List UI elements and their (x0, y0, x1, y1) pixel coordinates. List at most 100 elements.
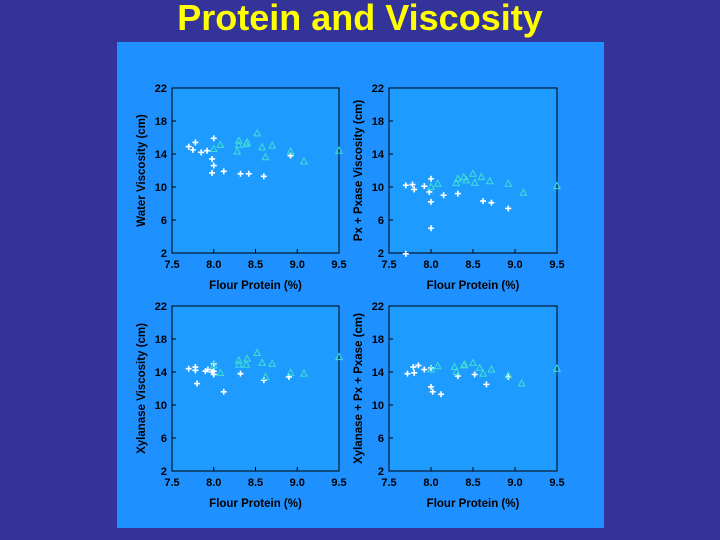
x-tick-label: 8.5 (248, 259, 263, 271)
x-tick-label: 7.5 (164, 259, 179, 271)
data-point-plus (237, 370, 244, 377)
y-tick-label: 18 (155, 334, 167, 346)
y-tick-label: 18 (372, 334, 384, 346)
y-tick-label: 10 (155, 400, 167, 412)
data-point-triangle (479, 369, 488, 377)
data-point-triangle (460, 360, 469, 368)
data-point-plus (454, 190, 461, 197)
data-point-plus (411, 369, 418, 376)
data-point-triangle (475, 363, 484, 371)
data-point-triangle (517, 378, 526, 387)
data-point-plus (428, 225, 434, 232)
y-tick-label: 14 (372, 367, 385, 379)
scatter-plot-top-right: 7.5 8.0 8.5 9.0 9.5 2 6 10 14 18 22 Flour Protein (… (353, 83, 565, 292)
data-point-triangle (286, 368, 295, 376)
data-point-plus (428, 198, 434, 205)
slide-title: Protein and Viscosity (177, 0, 543, 38)
x-tick-label: 8.5 (248, 477, 263, 489)
y-tick-label: 14 (155, 149, 168, 161)
data-point-triangle (552, 181, 562, 190)
data-point-triangle (504, 179, 513, 187)
plot-area (171, 87, 340, 254)
data-point-triangle (299, 369, 308, 377)
data-point-plus (480, 198, 487, 205)
data-point-triangle (234, 140, 243, 148)
data-point-plus (428, 175, 434, 182)
y-tick-label: 22 (155, 301, 167, 313)
y-tick-label: 18 (372, 116, 384, 128)
data-point-plus (488, 199, 495, 206)
data-point-triangle (462, 175, 471, 184)
data-point-triangle (468, 169, 478, 177)
data-point-plus (409, 181, 416, 188)
data-point-triangle (286, 146, 295, 155)
x-tick-label: 9.5 (549, 477, 564, 489)
y-tick-label: 22 (372, 301, 384, 313)
data-point-plus (210, 162, 217, 169)
data-point-plus (189, 146, 196, 153)
data-point-triangle (258, 142, 267, 151)
x-tick-label: 7.5 (164, 477, 179, 489)
data-point-plus (483, 381, 490, 388)
x-tick-label: 8.0 (206, 477, 221, 489)
data-point-triangle (209, 360, 218, 369)
data-point-triangle (334, 146, 344, 154)
y-tick-label: 22 (155, 83, 167, 95)
x-axis-label: Flour Protein (%) (209, 280, 302, 292)
scatter-plot-bottom-left: 7.5 8.0 8.5 9.0 9.5 2 6 10 14 18 22 Flour Protein (… (136, 301, 347, 510)
data-point-plus (204, 147, 211, 154)
y-tick-label: 10 (372, 182, 384, 194)
data-point-triangle (253, 128, 262, 137)
data-point-plus (440, 192, 447, 199)
y-tick-label: 6 (161, 215, 167, 227)
x-tick-label: 9.5 (549, 259, 564, 271)
y-axis-label: Px + Pxase Viscosity (cm) (353, 100, 365, 242)
data-point-plus (402, 182, 409, 189)
data-point-plus (209, 369, 216, 375)
y-axis-label: Xylanase Viscosity (cm) (136, 323, 148, 454)
plot-area (388, 305, 558, 472)
scatter-plot-bottom-right: 7.5 8.0 8.5 9.0 9.5 2 6 10 14 18 22 Flour Protein (… (353, 301, 565, 510)
data-point-plus (194, 380, 201, 387)
y-tick-label: 2 (378, 466, 384, 478)
data-point-plus (185, 365, 192, 372)
x-tick-label: 9.0 (507, 259, 522, 271)
data-point-plus (410, 364, 417, 371)
data-point-plus (260, 377, 267, 384)
data-point-triangle (258, 358, 267, 366)
data-point-triangle (261, 152, 270, 161)
scatter-plot-grid: 7.5 8.0 8.5 9.0 9.5 2 6 10 14 18 22 Flour Protein (… (136, 83, 565, 510)
data-point-plus (404, 370, 411, 377)
x-tick-label: 7.5 (381, 259, 396, 271)
data-point-triangle (209, 144, 218, 153)
data-point-plus (209, 155, 216, 162)
data-point-triangle (468, 358, 478, 366)
y-tick-label: 6 (378, 215, 384, 227)
data-point-triangle (233, 146, 242, 155)
data-point-plus (471, 371, 478, 378)
data-point-plus (428, 383, 434, 390)
data-point-triangle (426, 364, 436, 373)
data-point-plus (185, 143, 192, 150)
x-tick-label: 8.0 (423, 259, 438, 271)
data-point-triangle (433, 361, 442, 370)
y-tick-label: 6 (161, 433, 167, 445)
x-axis-label: Flour Protein (%) (209, 498, 302, 510)
y-tick-label: 14 (372, 149, 385, 161)
x-tick-label: 8.0 (423, 477, 438, 489)
x-axis-label: Flour Protein (%) (427, 280, 520, 292)
data-point-triangle (459, 172, 468, 181)
data-point-triangle (234, 355, 243, 364)
data-point-triangle (450, 362, 459, 371)
data-point-plus (505, 373, 512, 380)
data-point-plus (429, 388, 436, 395)
data-point-plus (192, 139, 199, 146)
y-tick-label: 14 (155, 367, 168, 379)
x-tick-label: 9.0 (290, 477, 305, 489)
scatter-plot-top-left: 7.5 8.0 8.5 9.0 9.5 2 6 10 14 18 22 Flour Protein (… (136, 83, 347, 292)
data-point-triangle (426, 182, 436, 190)
data-point-triangle (452, 178, 461, 186)
data-point-plus (210, 135, 217, 142)
y-axis-label: Xylanase + Px + Pxase (cm) (353, 313, 365, 464)
data-point-triangle (261, 372, 270, 380)
